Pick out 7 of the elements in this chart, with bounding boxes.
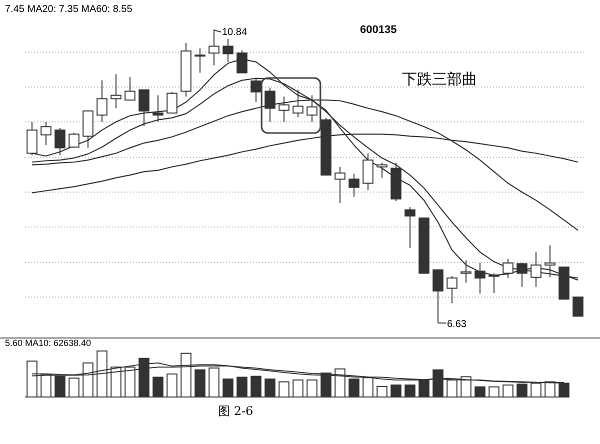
text: 下跌三部曲 bbox=[402, 70, 477, 88]
annotation: 6.63 bbox=[447, 319, 467, 330]
text: 5.60 MA10: 62638.40 bbox=[5, 338, 92, 348]
annotation: 10.84 bbox=[222, 27, 248, 38]
text: 7.45 MA20: 7.35 MA60: 8.55 bbox=[5, 4, 133, 15]
chart-title: 600135 bbox=[360, 24, 397, 36]
caption: 图 2-6 bbox=[218, 404, 254, 418]
